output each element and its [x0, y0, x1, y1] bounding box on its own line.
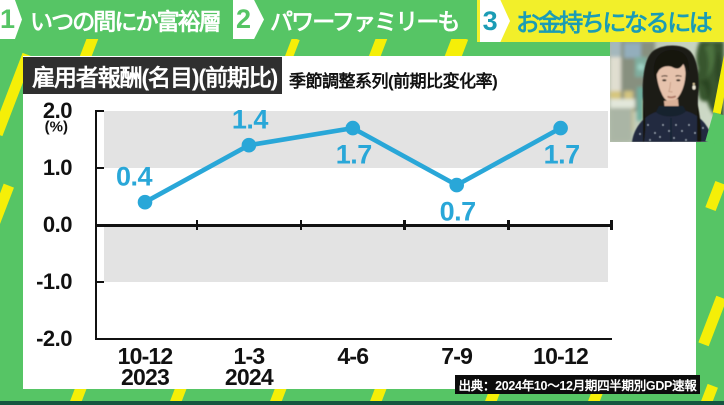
- zero-line-tick: [299, 220, 303, 230]
- source-note-box: 出典：2024年10～12月期四半期別GDP速報: [455, 374, 700, 394]
- data-point-value-label: 1.7: [335, 139, 373, 170]
- chart-title: 雇用者報酬(名目)(前期比): [32, 63, 278, 90]
- data-point-value-label: 0.4: [115, 161, 153, 192]
- shaded-band: [104, 226, 608, 282]
- x-axis-tick-label: 1-3: [233, 343, 265, 369]
- data-point-value-label: 1.7: [543, 139, 581, 170]
- data-point-value-label: 0.7: [439, 196, 477, 227]
- tab-number-badge: 3: [480, 0, 510, 42]
- y-axis-tick-label: -1.0: [36, 269, 72, 294]
- data-point-value-label: 1.4: [231, 104, 269, 135]
- zero-line-tick: [195, 220, 199, 230]
- chart-title-box: 雇用者報酬(名目)(前期比): [23, 57, 282, 94]
- y-axis-tick: [95, 337, 104, 341]
- bottom-dark-strip: [0, 401, 724, 405]
- tab-number: 2: [236, 4, 252, 34]
- y-axis-unit-label: (%): [44, 118, 68, 136]
- tab-label: いつの間にか富裕層: [30, 7, 222, 34]
- y-axis-tick-label: 0.0: [42, 212, 73, 237]
- tab-number: 3: [482, 5, 498, 36]
- zero-line-tick: [403, 220, 407, 230]
- zero-line-end-tick: [610, 220, 613, 230]
- zero-line: [95, 223, 612, 227]
- tab-label: パワーファミリーも: [270, 7, 460, 34]
- y-axis-tick-label: 2.0: [42, 98, 73, 123]
- x-axis-tick-label: 4-6: [337, 343, 369, 369]
- tab-number-badge: 2: [233, 0, 264, 39]
- x-axis-line: [95, 337, 612, 340]
- bg-stripe: [0, 183, 14, 263]
- y-axis-tick: [95, 109, 104, 113]
- y-axis-tick-label: -2.0: [36, 326, 72, 351]
- source-note-text: 出典：2024年10～12月期四半期別GDP速報: [458, 378, 697, 393]
- tab-label: お金持ちになるには: [516, 9, 713, 37]
- tab-wealthy-unnoticed[interactable]: 1 いつの間にか富裕層: [0, 0, 233, 39]
- inset-background-decor: [610, 41, 655, 142]
- x-axis-year-label: 2024: [224, 364, 274, 390]
- tab-power-family[interactable]: 2 パワーファミリーも: [233, 0, 477, 39]
- y-axis-tick: [95, 280, 104, 284]
- tab-how-to-get-rich[interactable]: 3 お金持ちになるには: [477, 0, 724, 42]
- bg-stripe: [698, 295, 724, 347]
- tab-number-badge: 1: [0, 0, 22, 39]
- zero-line-tick: [507, 220, 510, 230]
- x-axis-year-label: 2023: [121, 364, 170, 390]
- inset-person: [632, 45, 713, 142]
- tab-number: 1: [0, 4, 15, 34]
- y-axis-tick: [95, 166, 104, 170]
- studio-video-inset: [610, 41, 724, 142]
- bg-stripe: [705, 180, 724, 212]
- chart-subtitle: 季節調整系列(前期比変化率): [289, 72, 498, 91]
- x-axis-tick-label: 10-12: [533, 343, 589, 369]
- x-axis-tick-label: 10-12: [117, 343, 174, 369]
- y-axis-tick-label: 1.0: [42, 155, 73, 180]
- x-axis-tick-label: 7-9: [441, 343, 473, 369]
